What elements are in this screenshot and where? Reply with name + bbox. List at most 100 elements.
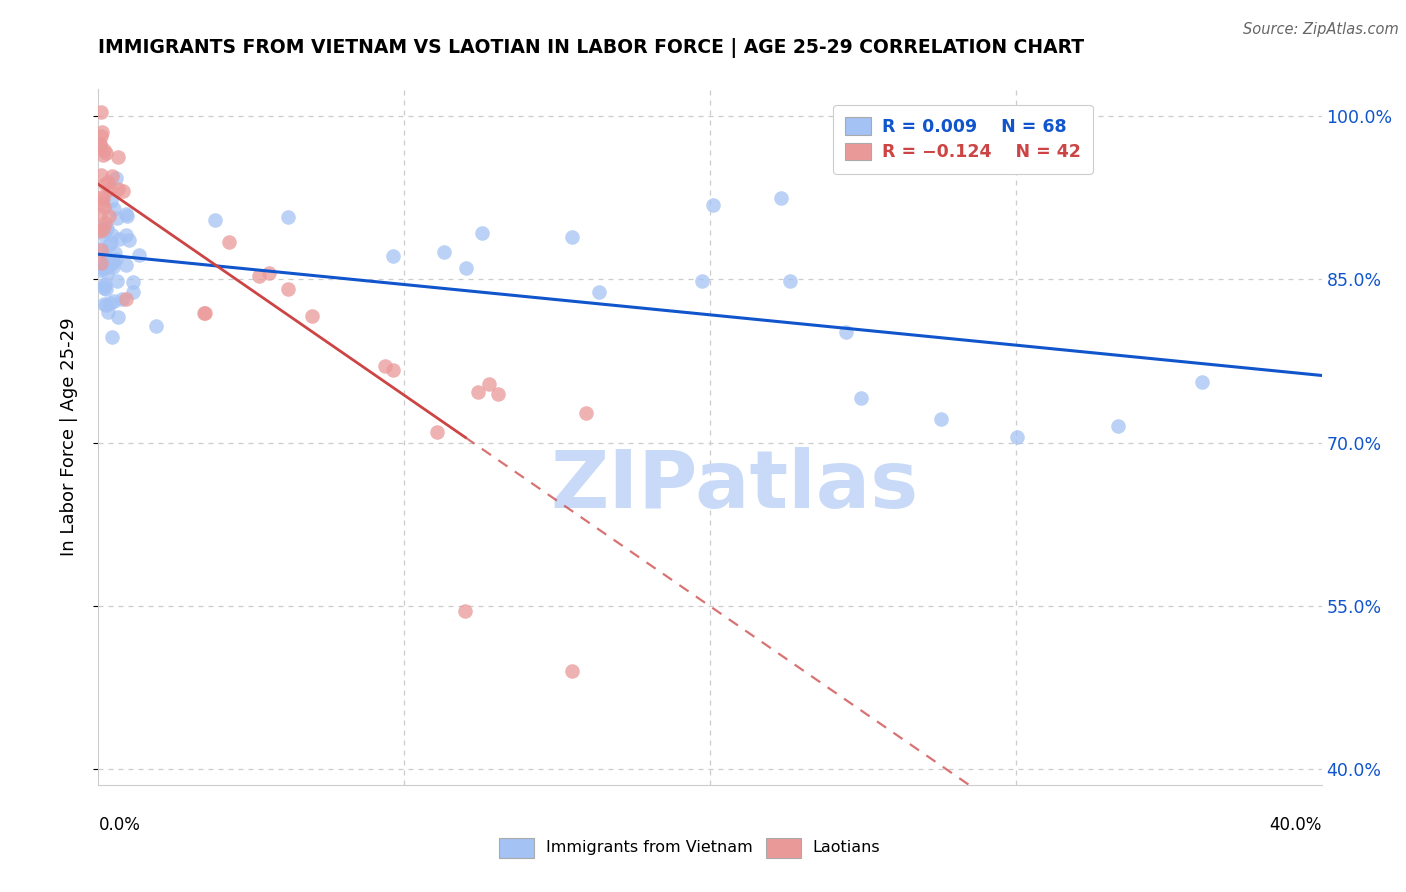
Point bbox=[90, 221, 112, 235]
Point bbox=[89, 208, 111, 222]
Point bbox=[107, 150, 129, 164]
Text: 0.0%: 0.0% bbox=[98, 816, 141, 834]
Point bbox=[259, 265, 281, 279]
Point bbox=[381, 362, 404, 376]
Point bbox=[433, 244, 456, 259]
Point bbox=[478, 377, 501, 392]
Y-axis label: In Labor Force | Age 25-29: In Labor Force | Age 25-29 bbox=[59, 318, 77, 557]
Text: Laotians: Laotians bbox=[813, 840, 880, 855]
Point bbox=[101, 228, 124, 243]
Text: ZIPatlas: ZIPatlas bbox=[550, 447, 918, 524]
Point bbox=[194, 306, 217, 320]
Point bbox=[93, 216, 115, 230]
Point bbox=[104, 170, 127, 185]
Point bbox=[97, 175, 120, 189]
Point bbox=[218, 235, 240, 250]
Point bbox=[89, 138, 111, 153]
Point bbox=[103, 255, 125, 269]
Point bbox=[94, 298, 117, 312]
Point bbox=[93, 281, 115, 295]
Point bbox=[100, 235, 122, 249]
Point bbox=[98, 295, 121, 310]
Point bbox=[93, 143, 115, 157]
Point bbox=[111, 184, 134, 198]
Point bbox=[89, 136, 111, 151]
Point bbox=[104, 252, 127, 266]
Point bbox=[128, 248, 150, 262]
Point bbox=[118, 234, 141, 248]
Point bbox=[1107, 418, 1129, 433]
Point bbox=[193, 305, 215, 319]
Point bbox=[467, 384, 489, 399]
Point bbox=[1191, 375, 1213, 389]
Point bbox=[90, 189, 112, 203]
Point bbox=[115, 258, 138, 272]
Point bbox=[779, 274, 801, 288]
Point bbox=[575, 406, 598, 420]
Point bbox=[204, 213, 226, 227]
Point bbox=[91, 227, 114, 241]
Point bbox=[91, 260, 114, 275]
Point bbox=[486, 387, 509, 401]
Point bbox=[277, 282, 299, 296]
Point bbox=[1005, 430, 1028, 444]
Point bbox=[702, 198, 724, 212]
Point bbox=[115, 209, 138, 223]
Point bbox=[122, 285, 145, 299]
Point bbox=[96, 250, 118, 264]
Point bbox=[96, 266, 118, 280]
Point bbox=[101, 252, 124, 267]
Point bbox=[96, 221, 118, 235]
Point bbox=[103, 202, 125, 217]
Point bbox=[107, 310, 129, 324]
Point bbox=[93, 200, 115, 214]
Point bbox=[105, 274, 128, 288]
Point bbox=[115, 292, 138, 306]
Point bbox=[115, 228, 138, 243]
Point bbox=[588, 285, 610, 300]
Point bbox=[101, 260, 124, 274]
Point bbox=[115, 207, 138, 221]
Point bbox=[561, 664, 583, 678]
Point bbox=[101, 169, 124, 184]
Point bbox=[90, 243, 112, 257]
Legend: R = 0.009    N = 68, R = −0.124    N = 42: R = 0.009 N = 68, R = −0.124 N = 42 bbox=[834, 105, 1092, 174]
Point bbox=[98, 182, 121, 196]
Point bbox=[96, 221, 118, 235]
Point bbox=[94, 261, 117, 276]
Point bbox=[426, 425, 449, 439]
Point bbox=[100, 194, 122, 209]
Point bbox=[90, 241, 112, 255]
Point bbox=[96, 252, 118, 267]
Point bbox=[101, 329, 124, 343]
Point bbox=[247, 268, 270, 283]
Text: Source: ZipAtlas.com: Source: ZipAtlas.com bbox=[1243, 22, 1399, 37]
Point bbox=[374, 359, 396, 374]
Point bbox=[93, 277, 115, 292]
Point bbox=[931, 411, 953, 425]
Point bbox=[105, 211, 128, 225]
Point bbox=[93, 297, 115, 311]
Point bbox=[770, 191, 793, 205]
Point bbox=[91, 196, 114, 211]
Point bbox=[94, 177, 117, 191]
Point bbox=[91, 148, 114, 162]
Point bbox=[90, 168, 112, 182]
Point bbox=[90, 128, 112, 143]
Text: 40.0%: 40.0% bbox=[1270, 816, 1322, 834]
Point bbox=[104, 245, 127, 260]
Point bbox=[89, 263, 111, 277]
Point bbox=[97, 305, 120, 319]
Point bbox=[90, 259, 112, 273]
Point bbox=[301, 310, 323, 324]
Point bbox=[851, 391, 873, 405]
Text: Immigrants from Vietnam: Immigrants from Vietnam bbox=[546, 840, 752, 855]
Point bbox=[107, 232, 129, 246]
Point bbox=[690, 274, 713, 288]
Point bbox=[454, 604, 477, 618]
Point bbox=[98, 209, 121, 223]
Point bbox=[454, 260, 477, 275]
Point bbox=[98, 237, 121, 252]
Point bbox=[90, 256, 112, 270]
Point bbox=[94, 146, 117, 161]
